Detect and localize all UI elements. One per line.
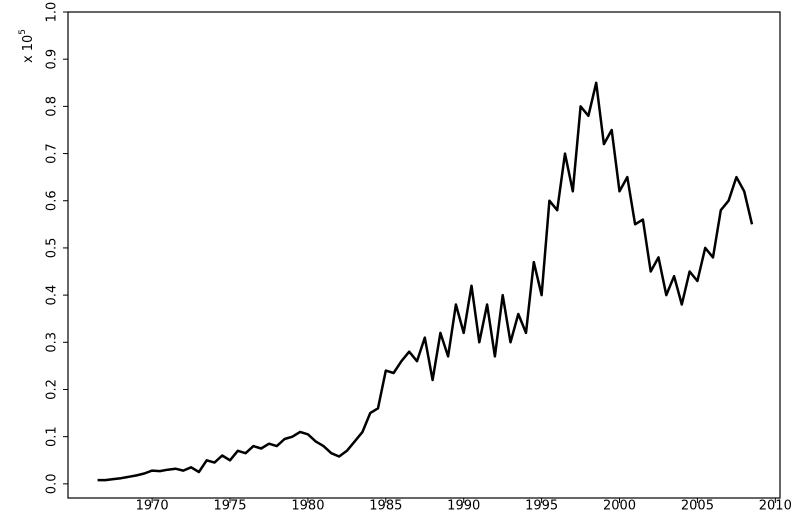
y-tick-label: 0.6	[45, 190, 60, 211]
y-tick-label: 0.0	[45, 474, 60, 495]
data-line	[97, 81, 754, 482]
y-tick-label: 0.4	[45, 285, 60, 306]
y-multiplier-exponent: 5	[18, 29, 28, 35]
y-tick-label: 0.1	[45, 426, 60, 447]
x-tick-label: 2000	[603, 499, 636, 514]
x-tick-label: 1980	[291, 499, 324, 514]
x-tick-label: 1990	[447, 499, 480, 514]
plot-frame	[67, 11, 781, 499]
y-tick-label: 0.2	[45, 379, 60, 400]
y-multiplier-base: x 10	[21, 35, 36, 63]
x-tick-label: 1970	[136, 499, 169, 514]
x-tick-label: 1985	[369, 499, 402, 514]
y-tick-label: 0.5	[45, 238, 60, 259]
x-tick-label: 2010	[759, 499, 792, 514]
x-tick-label: 2005	[681, 499, 714, 514]
x-tick-label: 1995	[525, 499, 558, 514]
y-tick-label: 0.9	[45, 49, 60, 70]
y-tick-label: 0.3	[45, 332, 60, 353]
y-tick-label: 0.7	[45, 143, 60, 164]
x-tick-label: 1975	[213, 499, 246, 514]
y-tick-label: 0.8	[45, 96, 60, 117]
y-tick-label: 1.0	[45, 2, 60, 23]
y-multiplier: x 105	[18, 29, 36, 63]
